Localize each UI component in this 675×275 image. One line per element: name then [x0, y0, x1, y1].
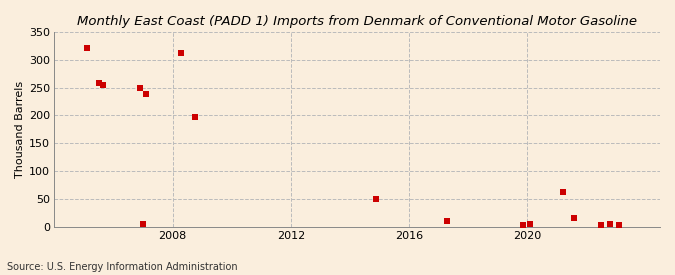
- Text: Source: U.S. Energy Information Administration: Source: U.S. Energy Information Administ…: [7, 262, 238, 272]
- Point: [138, 222, 148, 226]
- Point: [135, 85, 146, 90]
- Point: [93, 80, 104, 85]
- Point: [190, 115, 200, 119]
- Point: [595, 223, 606, 227]
- Title: Monthly East Coast (PADD 1) Imports from Denmark of Conventional Motor Gasoline: Monthly East Coast (PADD 1) Imports from…: [77, 15, 637, 28]
- Point: [140, 92, 151, 97]
- Point: [524, 222, 535, 226]
- Point: [604, 222, 615, 227]
- Point: [176, 50, 187, 55]
- Point: [82, 46, 92, 50]
- Point: [614, 223, 624, 227]
- Point: [98, 83, 109, 87]
- Point: [557, 190, 568, 194]
- Point: [517, 223, 528, 227]
- Point: [442, 219, 453, 223]
- Point: [371, 197, 382, 201]
- Y-axis label: Thousand Barrels: Thousand Barrels: [15, 81, 25, 178]
- Point: [569, 216, 580, 221]
